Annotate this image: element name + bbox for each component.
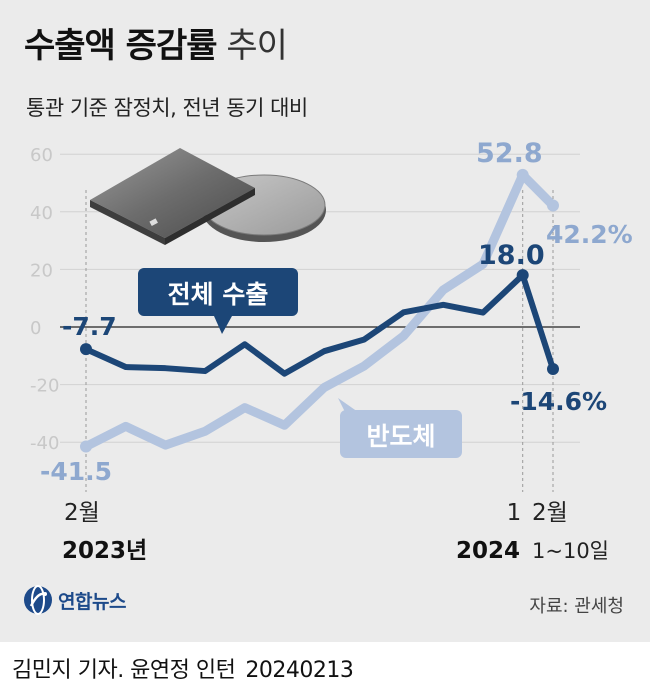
chip-and-wafer-illustration xyxy=(90,148,326,245)
chart-subtitle: 통관 기준 잠정치, 전년 동기 대비 xyxy=(26,96,308,120)
semiconductor-tag-box xyxy=(340,410,462,458)
line-chart: 60 40 20 0 -20 -40 xyxy=(30,138,633,564)
chart-title: 수출액 증감률 추이 xyxy=(24,18,288,67)
semi-first-label: -41.5 xyxy=(40,457,112,486)
semiconductor-point xyxy=(547,199,559,212)
semiconductor-point xyxy=(80,440,92,453)
credit-author: 김민지 기자. 윤연정 인턴 xyxy=(12,658,236,683)
semiconductor-tag: 반도체 xyxy=(338,398,462,458)
infographic-panel: 수출액 증감률 추이 통관 기준 잠정치, 전년 동기 대비 60 40 20 0 -2… xyxy=(0,0,650,642)
x-label-last-month: 2월 xyxy=(532,500,568,526)
total-export-tag: 전체 수출 xyxy=(138,268,298,334)
total-peak-label: 18.0 xyxy=(478,240,545,271)
y-tick-label: 60 xyxy=(30,145,53,166)
x-label-first-month: 2월 xyxy=(64,500,100,526)
total-first-label: -7.7 xyxy=(62,312,117,341)
semiconductor-point xyxy=(516,168,529,181)
x-label-jan-year: 2024 xyxy=(456,538,520,564)
total-export-point xyxy=(80,343,92,356)
y-tick-label: -20 xyxy=(30,376,59,397)
chip-side-left xyxy=(90,200,165,245)
semiconductor-series xyxy=(80,168,559,453)
total-export-series xyxy=(80,269,559,377)
title-light: 추이 xyxy=(226,26,288,66)
semiconductor-line xyxy=(81,170,558,452)
x-label-jan-month: 1 xyxy=(507,500,522,526)
y-tick-label: 20 xyxy=(30,260,53,281)
semiconductor-tag-pointer xyxy=(338,398,358,422)
title-bold: 수출액 증감률 xyxy=(24,26,218,66)
yonhap-logo: 연합뉴스 xyxy=(22,584,126,616)
x-label-last-range: 1~10일 xyxy=(532,539,609,563)
total-export-point xyxy=(516,269,529,282)
logo-text: 연합뉴스 xyxy=(58,590,126,613)
y-tick-label: 40 xyxy=(30,203,53,224)
credit-date: 20240213 xyxy=(245,658,354,683)
semi-last-label: 42.2% xyxy=(546,220,633,249)
semi-peak-label: 52.8 xyxy=(476,138,543,169)
total-export-line xyxy=(83,272,556,377)
yonhap-globe-logo-icon xyxy=(24,585,52,615)
total-export-tag-pointer xyxy=(214,316,232,334)
total-export-tag-label: 전체 수출 xyxy=(168,280,269,309)
semiconductor-tag-label: 반도체 xyxy=(366,422,435,451)
y-tick-label: 0 xyxy=(30,318,41,339)
source-label: 자료: 관세청 xyxy=(529,596,624,617)
y-axis-ticks: 60 40 20 0 -20 -40 xyxy=(30,145,59,454)
total-export-tag-box xyxy=(138,268,298,316)
total-last-label: -14.6% xyxy=(510,387,607,416)
chip-side-right xyxy=(165,188,255,245)
x-label-first-year: 2023년 xyxy=(62,538,147,564)
total-export-point xyxy=(547,363,559,376)
chip-top xyxy=(90,148,255,238)
y-tick-label: -40 xyxy=(30,433,59,454)
credit-line: 김민지 기자. 윤연정 인턴 20240213 xyxy=(12,652,354,684)
x-axis-ticks xyxy=(85,190,554,492)
chip-marker xyxy=(149,218,158,227)
